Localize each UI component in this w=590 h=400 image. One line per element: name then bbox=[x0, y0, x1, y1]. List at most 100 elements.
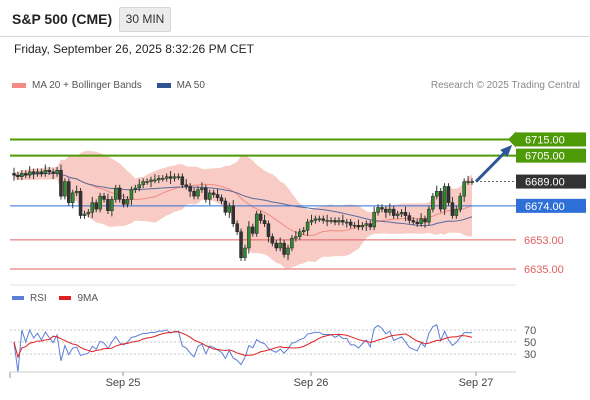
candle-body bbox=[470, 181, 474, 183]
candle-body bbox=[274, 242, 279, 249]
time-axis-label: Sep 25 bbox=[106, 377, 141, 389]
price-tag-pivot bbox=[516, 198, 586, 213]
candle-body bbox=[415, 221, 419, 224]
candle-body bbox=[446, 186, 451, 203]
legend-item-ma20: MA 20 + Bollinger Bands bbox=[12, 80, 142, 91]
candle-body bbox=[356, 225, 361, 228]
candle-body bbox=[12, 173, 16, 176]
time-axis-label: Sep 26 bbox=[294, 377, 329, 389]
candle-body bbox=[90, 202, 95, 213]
legend-item-rsi: RSI bbox=[12, 293, 47, 304]
instrument-title: S&P 500 (CME) bbox=[12, 11, 113, 27]
candle-body bbox=[407, 215, 412, 221]
candle-body bbox=[102, 195, 106, 200]
candle-body bbox=[121, 199, 126, 205]
candle-body bbox=[192, 191, 196, 197]
candle-body bbox=[454, 208, 459, 216]
forecast-arrow bbox=[474, 148, 510, 183]
timeframe-button[interactable]: 30 MIN bbox=[119, 7, 171, 32]
candle-body bbox=[204, 187, 208, 200]
candle-body bbox=[110, 199, 114, 211]
candle-body bbox=[219, 197, 224, 202]
candle-body bbox=[141, 181, 145, 186]
candle-body bbox=[39, 171, 44, 174]
legend-item-ma50: MA 50 bbox=[156, 80, 205, 91]
candle-body bbox=[411, 220, 416, 223]
rsi-line bbox=[13, 324, 472, 373]
candle-body bbox=[63, 181, 67, 197]
legend-label: RSI bbox=[30, 293, 47, 304]
legend-swatch bbox=[156, 82, 171, 88]
candle-body bbox=[435, 191, 439, 197]
candle-body bbox=[231, 205, 235, 224]
candle-body bbox=[55, 169, 59, 174]
price-label-support: 6653.00 bbox=[524, 235, 564, 247]
candle-body bbox=[227, 205, 232, 213]
rsi-tick-label: 50 bbox=[524, 337, 536, 349]
candle-body bbox=[117, 187, 122, 200]
candle-body bbox=[317, 218, 322, 221]
candle-body bbox=[59, 169, 63, 197]
credit-text: Research © 2025 Trading Central bbox=[430, 80, 580, 91]
time-axis-label: Sep 27 bbox=[459, 377, 494, 389]
candle-body bbox=[329, 220, 333, 222]
price-tag-resistance bbox=[516, 148, 586, 163]
candle-body bbox=[153, 179, 157, 182]
candle-body bbox=[450, 202, 455, 216]
candle-body bbox=[309, 220, 314, 223]
legend-swatch bbox=[59, 296, 72, 301]
candle-body bbox=[164, 176, 169, 179]
chart-timestamp: Friday, September 26, 2025 8:32:26 PM CE… bbox=[14, 42, 254, 56]
legend-label: MA 50 bbox=[176, 80, 205, 91]
candle-body bbox=[31, 171, 36, 174]
legend-swatch bbox=[12, 296, 24, 301]
candle-body bbox=[384, 208, 388, 213]
candle-body bbox=[305, 221, 310, 231]
price-label-last: 6689.00 bbox=[525, 177, 565, 189]
candle-body bbox=[266, 223, 271, 237]
candle-body bbox=[27, 171, 32, 176]
price-label-resistance: 6705.00 bbox=[525, 151, 565, 163]
candle-body bbox=[333, 220, 337, 223]
candle-body bbox=[239, 231, 243, 258]
candle-body bbox=[360, 225, 365, 228]
candle-body bbox=[388, 208, 392, 213]
candle-body bbox=[86, 212, 91, 215]
candle-body bbox=[149, 179, 153, 182]
candle-body bbox=[243, 247, 247, 258]
price-tag-resistance bbox=[516, 132, 586, 147]
candle-body bbox=[114, 187, 118, 200]
candle-body bbox=[211, 192, 216, 195]
forecast-arrow-head bbox=[500, 144, 513, 157]
candle-body bbox=[78, 191, 83, 216]
candle-body bbox=[376, 207, 380, 213]
candle-body bbox=[168, 176, 173, 179]
candle-body bbox=[258, 213, 263, 221]
candle-body bbox=[47, 169, 51, 173]
candle-body bbox=[184, 184, 188, 187]
candle-body bbox=[188, 186, 192, 192]
candle-body bbox=[129, 189, 134, 200]
candle-body bbox=[207, 192, 212, 200]
candle-body bbox=[458, 195, 463, 210]
candle-body bbox=[294, 236, 298, 239]
legend-item-9ma: 9MA bbox=[59, 293, 98, 304]
legend-label: MA 20 + Bollinger Bands bbox=[32, 80, 142, 91]
candle-body bbox=[286, 247, 290, 255]
price-label-support: 6635.00 bbox=[524, 264, 564, 276]
candle-body bbox=[200, 187, 204, 190]
candle-body bbox=[282, 242, 286, 255]
candle-body bbox=[466, 181, 470, 183]
candle-body bbox=[290, 238, 294, 249]
candle-body bbox=[380, 207, 384, 210]
legend-label: 9MA bbox=[77, 293, 99, 304]
candle-body bbox=[313, 218, 318, 221]
candle-body bbox=[270, 236, 275, 244]
candle-body bbox=[442, 186, 447, 210]
price-label-pivot: 6674.00 bbox=[525, 201, 565, 213]
candle-body bbox=[368, 223, 372, 228]
bollinger-band bbox=[14, 150, 472, 269]
candle-body bbox=[278, 242, 282, 249]
candle-body bbox=[321, 218, 325, 221]
